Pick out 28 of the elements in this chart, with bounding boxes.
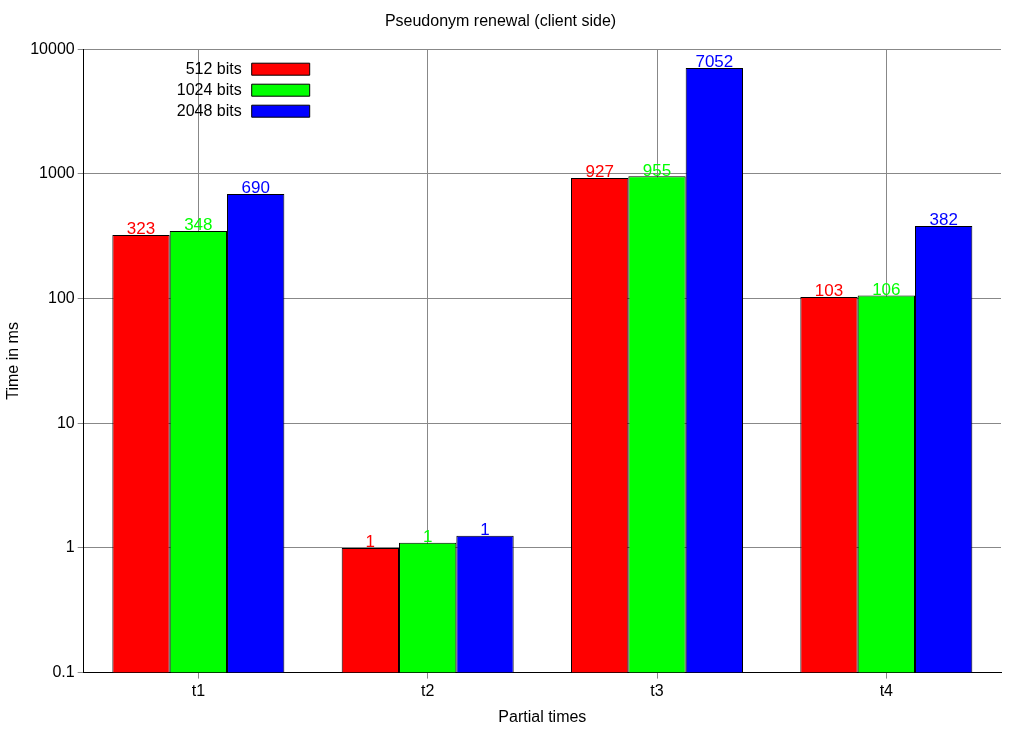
x-tick-label: t1 <box>191 681 206 699</box>
data-label: 323 <box>126 219 156 239</box>
x-axis-title: Partial times <box>498 707 587 725</box>
data-label: 1 <box>480 520 490 540</box>
legend-label: 2048 bits <box>176 101 242 119</box>
legend-label: 1024 bits <box>176 80 242 98</box>
data-label: 927 <box>585 162 614 182</box>
data-label: 1 <box>365 532 376 552</box>
y-tick-label: 10 <box>56 413 75 431</box>
data-label: 955 <box>642 160 672 180</box>
x-tick-label: t3 <box>650 681 664 699</box>
data-label: 690 <box>241 178 270 198</box>
data-label: 7052 <box>695 52 734 72</box>
y-tick-label: 10000 <box>30 39 75 57</box>
y-tick-label: 100 <box>47 288 75 306</box>
data-label: 348 <box>184 215 213 235</box>
y-tick-label: 0.1 <box>52 663 75 681</box>
legend-label: 512 bits <box>185 59 242 77</box>
y-tick-label: 1000 <box>39 164 75 182</box>
x-tick-label: t4 <box>879 681 894 699</box>
chart-title: Pseudonym renewal (client side) <box>384 12 617 30</box>
data-label: 1 <box>422 526 433 546</box>
y-tick-label: 1 <box>65 538 75 556</box>
data-label: 382 <box>929 210 958 230</box>
data-label: 106 <box>872 279 901 299</box>
x-tick-label: t2 <box>421 681 435 699</box>
y-axis-title: Time in ms <box>4 322 22 400</box>
data-label: 103 <box>814 281 844 301</box>
